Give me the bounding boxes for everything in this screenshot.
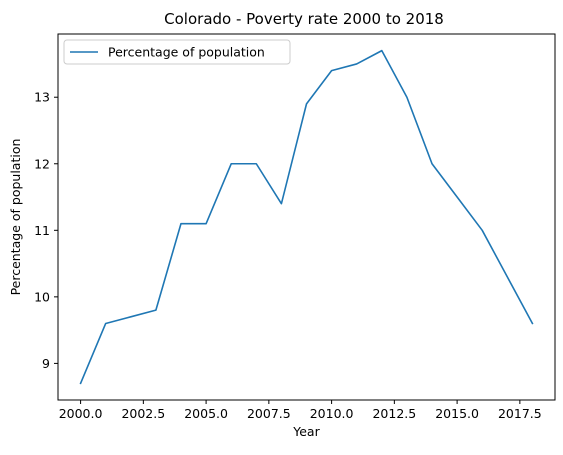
y-axis-title: Percentage of population [8, 139, 23, 296]
x-tick-label: 2000.0 [59, 406, 103, 421]
y-tick-label: 11 [34, 223, 50, 238]
x-tick-label: 2012.5 [372, 406, 416, 421]
y-axis: 9 10 11 12 13 [34, 90, 58, 371]
series-line [79, 49, 534, 385]
x-tick-label: 2005.0 [184, 406, 228, 421]
legend-label: Percentage of population [108, 45, 265, 60]
chart-title: Colorado - Poverty rate 2000 to 2018 [164, 10, 444, 28]
series-layer [79, 49, 534, 385]
x-tick-label: 2010.0 [310, 406, 354, 421]
y-tick-label: 10 [34, 289, 50, 304]
x-tick-label: 2017.5 [498, 406, 542, 421]
x-tick-label: 2007.5 [247, 406, 291, 421]
x-tick-label: 2015.0 [435, 406, 479, 421]
x-axis-title: Year [292, 424, 320, 439]
y-tick-label: 12 [34, 156, 50, 171]
y-tick-label: 13 [34, 90, 50, 105]
legend-box [63, 39, 291, 65]
y-tick-label: 9 [42, 356, 50, 371]
legend: Percentage of population [63, 39, 291, 65]
plot-area-frame [57, 33, 556, 401]
x-axis: 2000.0 2002.5 2005.0 2007.5 2010.0 2012.5 2015… [59, 400, 542, 421]
x-tick-label: 2002.5 [121, 406, 165, 421]
